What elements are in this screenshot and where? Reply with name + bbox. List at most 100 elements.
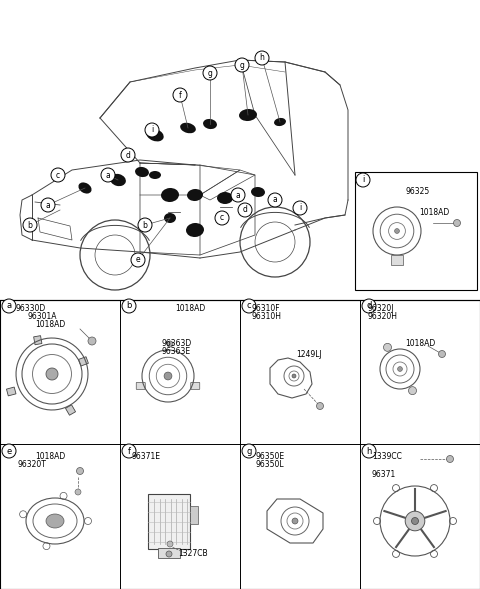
Bar <box>355 172 477 290</box>
Text: 1018AD: 1018AD <box>419 208 449 217</box>
Bar <box>6 387 16 396</box>
Bar <box>158 548 180 558</box>
Circle shape <box>362 299 376 313</box>
Text: 1018AD: 1018AD <box>405 339 435 348</box>
Circle shape <box>166 551 172 557</box>
FancyBboxPatch shape <box>136 382 145 389</box>
Text: 96301A: 96301A <box>27 312 57 321</box>
Text: a: a <box>46 200 50 210</box>
Circle shape <box>164 372 172 380</box>
Ellipse shape <box>161 188 179 202</box>
Text: f: f <box>128 446 131 455</box>
Text: 96350E: 96350E <box>256 452 285 461</box>
Text: e: e <box>6 446 12 455</box>
Text: b: b <box>126 302 132 310</box>
Ellipse shape <box>203 119 217 129</box>
Circle shape <box>446 455 454 462</box>
Circle shape <box>238 203 252 217</box>
Circle shape <box>292 374 296 378</box>
Ellipse shape <box>78 183 92 194</box>
Text: 96325: 96325 <box>405 187 429 196</box>
Circle shape <box>242 299 256 313</box>
Text: a: a <box>273 196 277 204</box>
Circle shape <box>397 366 402 372</box>
Circle shape <box>231 188 245 202</box>
Text: h: h <box>260 54 264 62</box>
Circle shape <box>122 299 136 313</box>
Circle shape <box>454 220 460 227</box>
Text: c: c <box>220 213 224 223</box>
Circle shape <box>292 518 298 524</box>
Text: 96371E: 96371E <box>132 452 161 461</box>
Text: 96330D: 96330D <box>15 304 45 313</box>
Ellipse shape <box>186 223 204 237</box>
Text: a: a <box>6 302 12 310</box>
FancyBboxPatch shape <box>191 382 200 389</box>
Text: 96320H: 96320H <box>367 312 397 321</box>
Circle shape <box>255 51 269 65</box>
Text: 1249LJ: 1249LJ <box>296 350 322 359</box>
Circle shape <box>411 518 419 524</box>
Circle shape <box>167 541 173 547</box>
Circle shape <box>408 386 417 395</box>
Text: i: i <box>299 204 301 213</box>
Text: a: a <box>106 170 110 180</box>
Circle shape <box>268 193 282 207</box>
Circle shape <box>215 211 229 225</box>
Ellipse shape <box>135 167 149 177</box>
Bar <box>190 506 198 524</box>
Ellipse shape <box>149 171 161 179</box>
Ellipse shape <box>110 174 126 186</box>
Text: h: h <box>366 446 372 455</box>
Text: i: i <box>362 176 364 184</box>
Circle shape <box>203 66 217 80</box>
Circle shape <box>439 350 445 358</box>
Circle shape <box>88 337 96 345</box>
Text: 1018AD: 1018AD <box>175 304 205 313</box>
Circle shape <box>293 201 307 215</box>
Text: g: g <box>246 446 252 455</box>
Text: 96371: 96371 <box>372 470 396 479</box>
Circle shape <box>46 368 58 380</box>
Bar <box>65 405 75 415</box>
Circle shape <box>145 123 159 137</box>
Circle shape <box>405 511 425 531</box>
Text: 96310F: 96310F <box>252 304 281 313</box>
Circle shape <box>395 229 399 233</box>
Bar <box>0 0 480 289</box>
Circle shape <box>2 444 16 458</box>
Circle shape <box>242 444 256 458</box>
Text: b: b <box>27 220 33 230</box>
Bar <box>34 336 42 345</box>
Ellipse shape <box>187 189 203 201</box>
Text: 96350L: 96350L <box>256 460 285 469</box>
Text: g: g <box>240 61 244 70</box>
Bar <box>391 255 403 265</box>
Text: 96310H: 96310H <box>252 312 282 321</box>
Text: i: i <box>151 125 153 134</box>
Text: 96320J: 96320J <box>367 304 394 313</box>
Circle shape <box>138 218 152 232</box>
Text: g: g <box>207 68 213 78</box>
Bar <box>79 357 88 366</box>
Text: 1018AD: 1018AD <box>35 452 65 461</box>
Circle shape <box>362 444 376 458</box>
Circle shape <box>173 88 187 102</box>
Text: a: a <box>236 190 240 200</box>
Text: 96320T: 96320T <box>18 460 47 469</box>
Bar <box>0 300 480 589</box>
Ellipse shape <box>146 128 164 141</box>
Circle shape <box>356 173 370 187</box>
Text: e: e <box>136 256 140 264</box>
Text: 1339CC: 1339CC <box>372 452 402 461</box>
Circle shape <box>41 198 55 212</box>
Circle shape <box>76 468 84 475</box>
Circle shape <box>167 341 173 347</box>
Ellipse shape <box>251 187 265 197</box>
Text: b: b <box>143 220 147 230</box>
Text: 1327CB: 1327CB <box>178 549 208 558</box>
Circle shape <box>122 444 136 458</box>
Circle shape <box>131 253 145 267</box>
Text: f: f <box>179 91 181 100</box>
Ellipse shape <box>239 109 257 121</box>
